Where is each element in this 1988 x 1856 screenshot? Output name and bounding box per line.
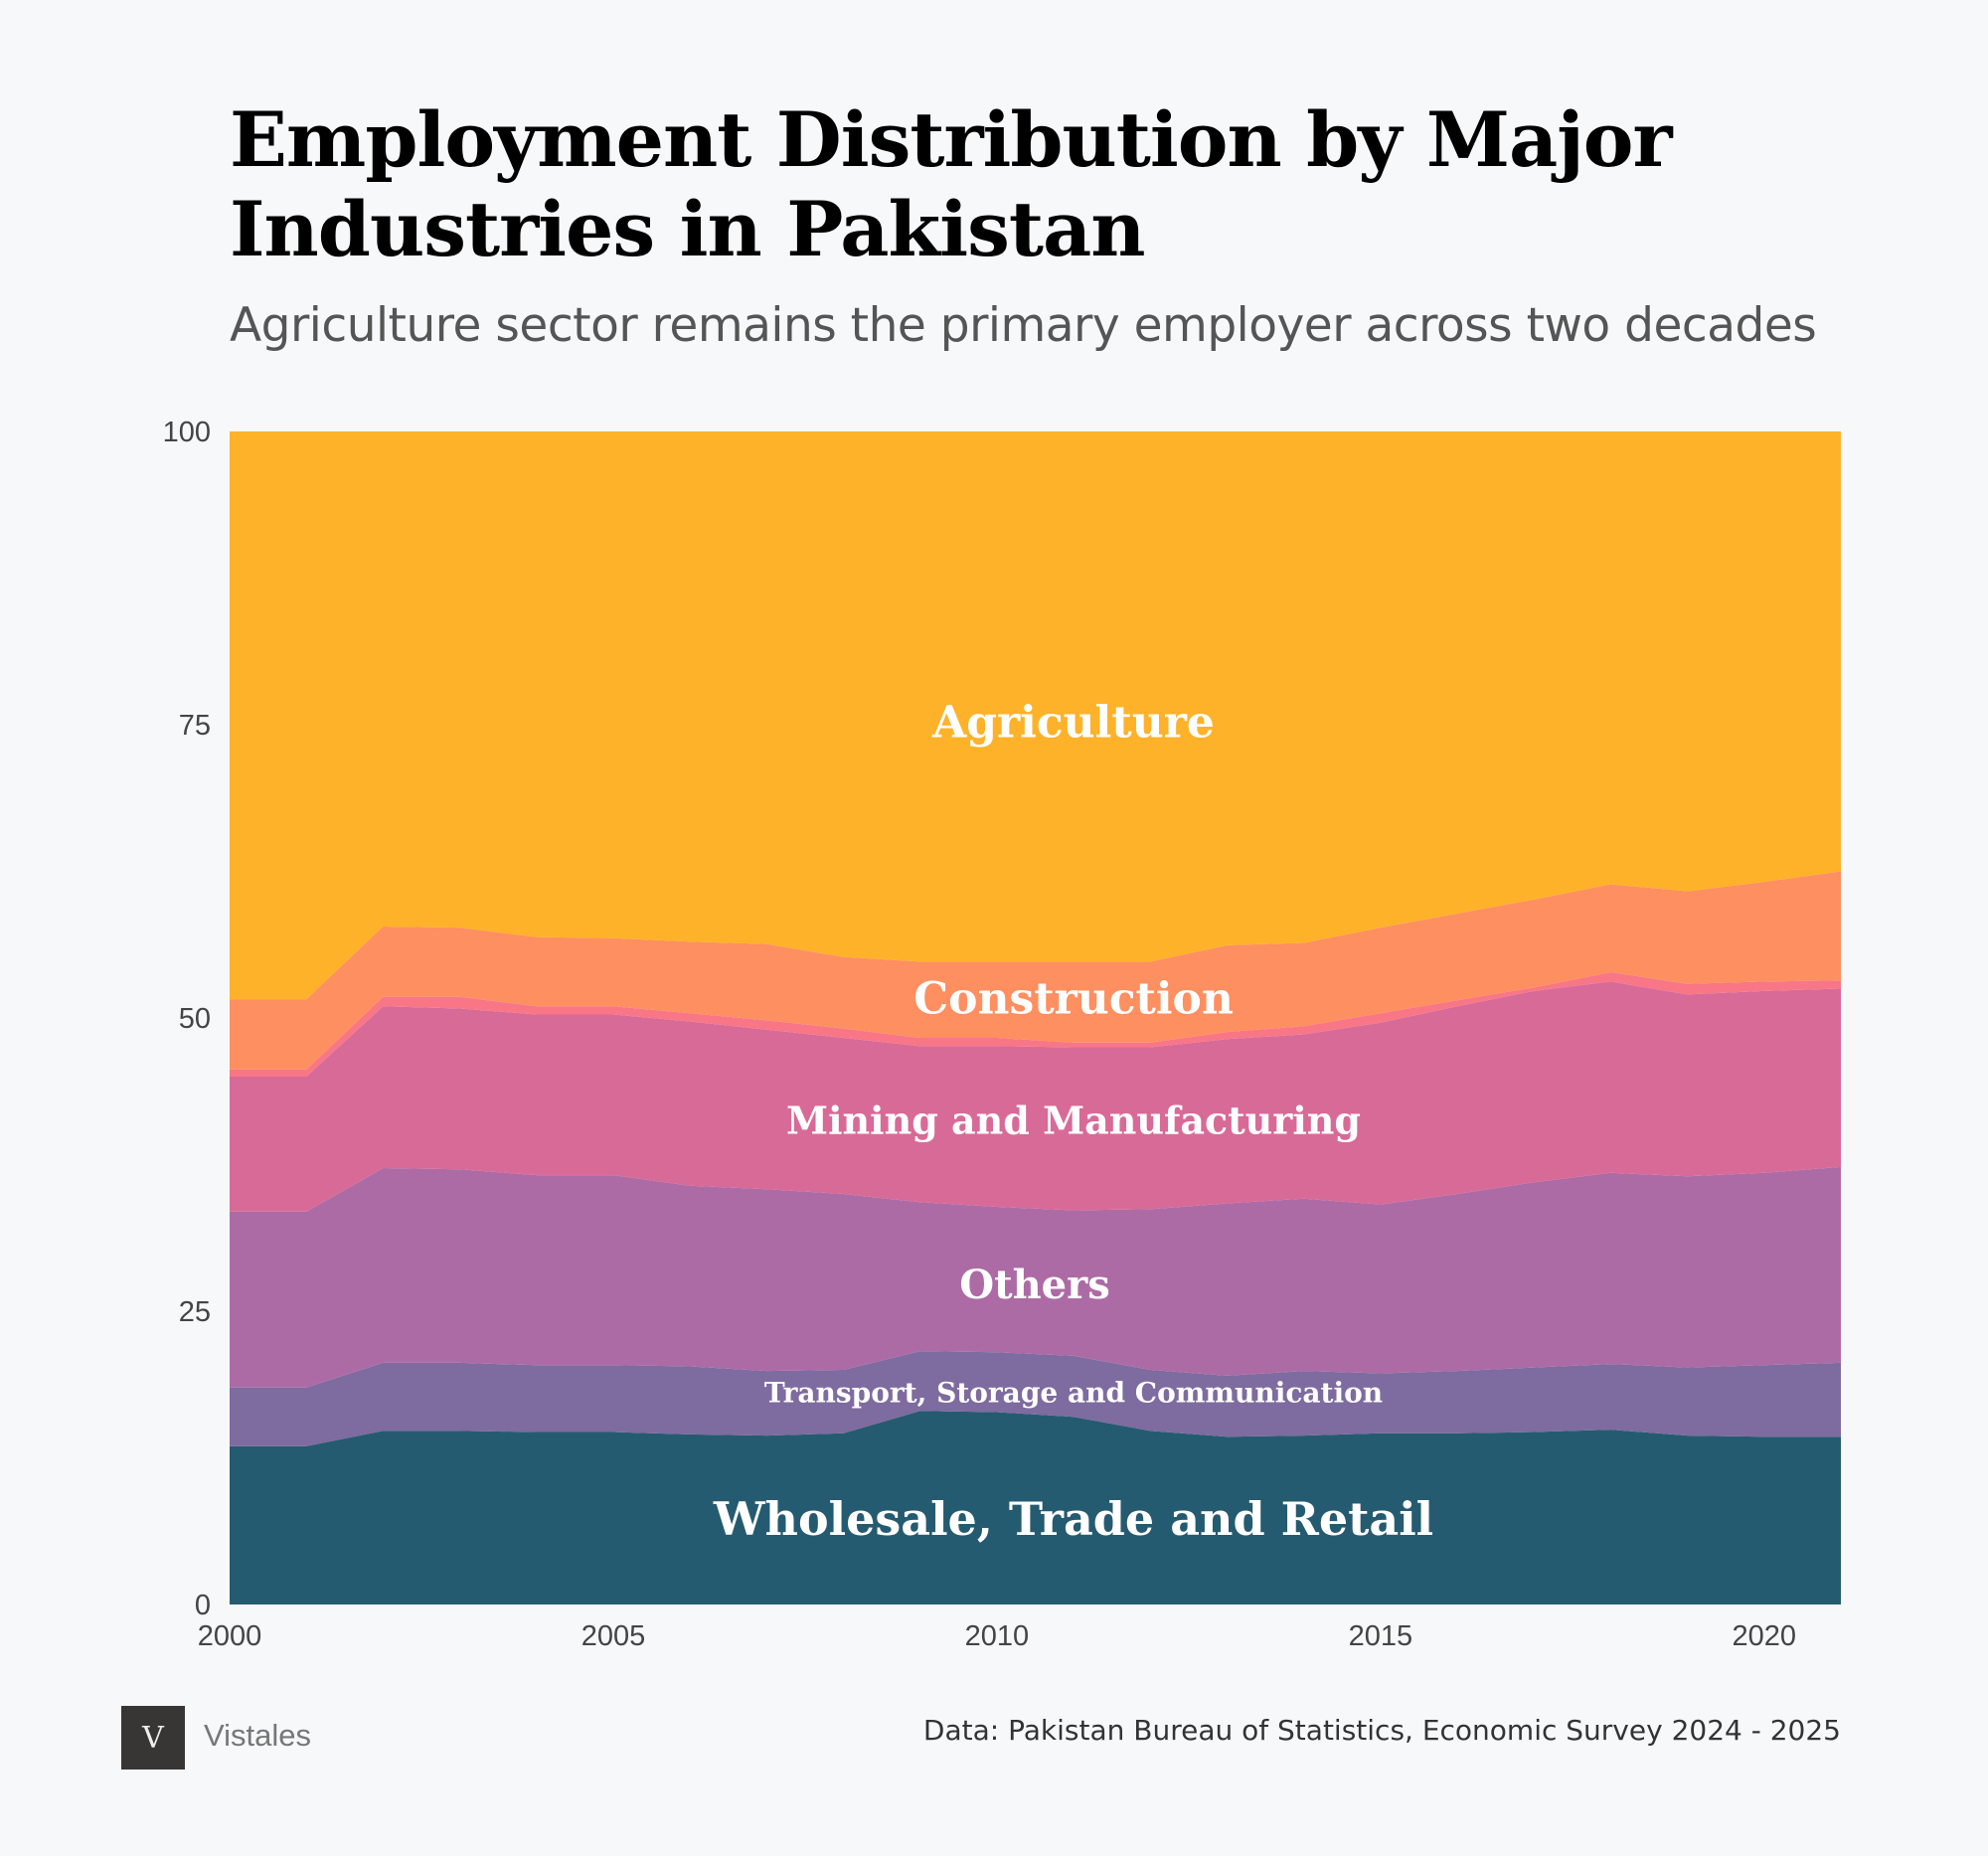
- brand-name: Vistales: [204, 1718, 311, 1753]
- area-transport-storage-and-communication: [230, 1351, 1841, 1446]
- area-construction: [230, 871, 1841, 1070]
- x-tick-label: 2005: [581, 1620, 646, 1652]
- chart-subtitle: Agriculture sector remains the primary e…: [230, 298, 1817, 353]
- y-tick-label: 75: [179, 710, 211, 742]
- chart-title: Employment Distribution by Major Industr…: [230, 95, 1673, 273]
- x-tick-label: 2015: [1349, 1620, 1413, 1652]
- y-tick-label: 50: [179, 1003, 211, 1035]
- logo-mark: V: [142, 1720, 164, 1756]
- y-tick-label: 25: [179, 1296, 211, 1328]
- x-tick-label: 2020: [1733, 1620, 1797, 1652]
- label-transport: Transport, Storage and Communication: [764, 1377, 1383, 1410]
- series-labels: Agriculture Construction Mining and Manu…: [713, 698, 1433, 1547]
- y-axis: 0 25 50 75 100: [163, 417, 211, 1621]
- label-construction: Construction: [913, 974, 1234, 1025]
- area-wholesale-trade-and-retail: [230, 1411, 1841, 1604]
- vistales-logo: V: [121, 1706, 185, 1770]
- area-others: [230, 1166, 1841, 1388]
- x-tick-label: 2000: [198, 1620, 262, 1652]
- y-tick-label: 100: [163, 417, 211, 448]
- data-source: Data: Pakistan Bureau of Statistics, Eco…: [922, 1714, 1841, 1747]
- area-agriculture: [230, 431, 1841, 1000]
- label-wholesale: Wholesale, Trade and Retail: [713, 1492, 1433, 1546]
- label-others: Others: [959, 1262, 1109, 1308]
- y-tick-label: 0: [195, 1590, 211, 1621]
- x-tick-label: 2010: [965, 1620, 1030, 1652]
- label-agriculture: Agriculture: [931, 698, 1215, 749]
- area-layers: [230, 431, 1841, 1604]
- x-axis: 2000 2005 2010 2015 2020: [198, 1620, 1796, 1652]
- area-mining-and-manufacturing: [230, 981, 1841, 1212]
- label-mining-manufacturing: Mining and Manufacturing: [786, 1098, 1361, 1143]
